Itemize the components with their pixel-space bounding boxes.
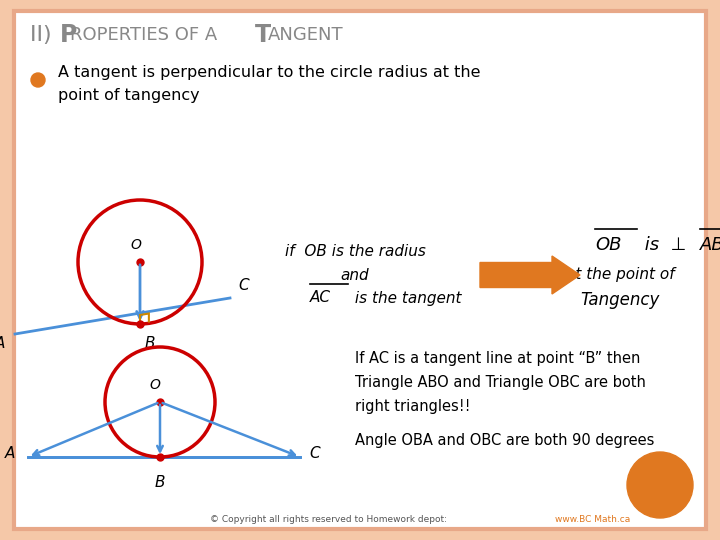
Text: point of tangency: point of tangency [58, 89, 199, 104]
Text: B: B [145, 336, 156, 351]
Text: O: O [150, 378, 161, 392]
Text: T: T [255, 23, 271, 47]
Text: B: B [155, 475, 166, 490]
Text: and: and [341, 267, 369, 282]
Text: P: P [60, 23, 77, 47]
Text: ROPERTIES OF A: ROPERTIES OF A [70, 26, 223, 44]
Text: www.BC Math.ca: www.BC Math.ca [555, 516, 630, 524]
Text: AB: AB [700, 236, 720, 254]
FancyArrow shape [480, 256, 580, 294]
Text: Angle OBA and OBC are both 90 degrees: Angle OBA and OBC are both 90 degrees [355, 433, 654, 448]
Text: C: C [238, 278, 248, 293]
Text: ANGENT: ANGENT [268, 26, 343, 44]
Text: If AC is a tangent line at point “B” then: If AC is a tangent line at point “B” the… [355, 350, 640, 366]
Circle shape [31, 73, 45, 87]
Text: © Copyright all rights reserved to Homework depot:: © Copyright all rights reserved to Homew… [210, 516, 450, 524]
Text: A: A [0, 336, 5, 352]
Circle shape [627, 452, 693, 518]
Text: A tangent is perpendicular to the circle radius at the: A tangent is perpendicular to the circle… [58, 64, 480, 79]
Text: at the point of: at the point of [566, 267, 675, 282]
Text: is the tangent: is the tangent [350, 291, 462, 306]
Text: right triangles!!: right triangles!! [355, 400, 470, 415]
Text: Triangle ABO and Triangle OBC are both: Triangle ABO and Triangle OBC are both [355, 375, 646, 390]
Text: if  OB is the radius: if OB is the radius [284, 245, 426, 260]
Text: II): II) [30, 25, 59, 45]
FancyBboxPatch shape [14, 11, 706, 529]
Text: A: A [5, 447, 15, 462]
Text: is  ⊥: is ⊥ [639, 236, 698, 254]
Text: O: O [130, 238, 141, 252]
Text: AC: AC [310, 291, 331, 306]
Text: OB: OB [595, 236, 621, 254]
Text: Tangency: Tangency [580, 291, 660, 309]
Text: C: C [310, 447, 320, 462]
